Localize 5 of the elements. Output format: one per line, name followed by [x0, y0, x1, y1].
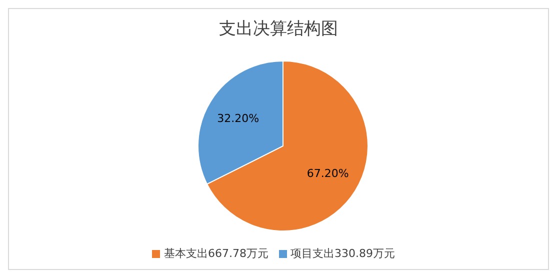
data-label: 67.20%: [306, 167, 349, 180]
chart-title: 支出决算结构图: [218, 18, 339, 40]
legend-label: 项目支出330.89万元: [290, 247, 395, 260]
data-label: 32.20%: [217, 112, 260, 125]
legend-label: 基本支出667.78万元: [164, 247, 268, 260]
